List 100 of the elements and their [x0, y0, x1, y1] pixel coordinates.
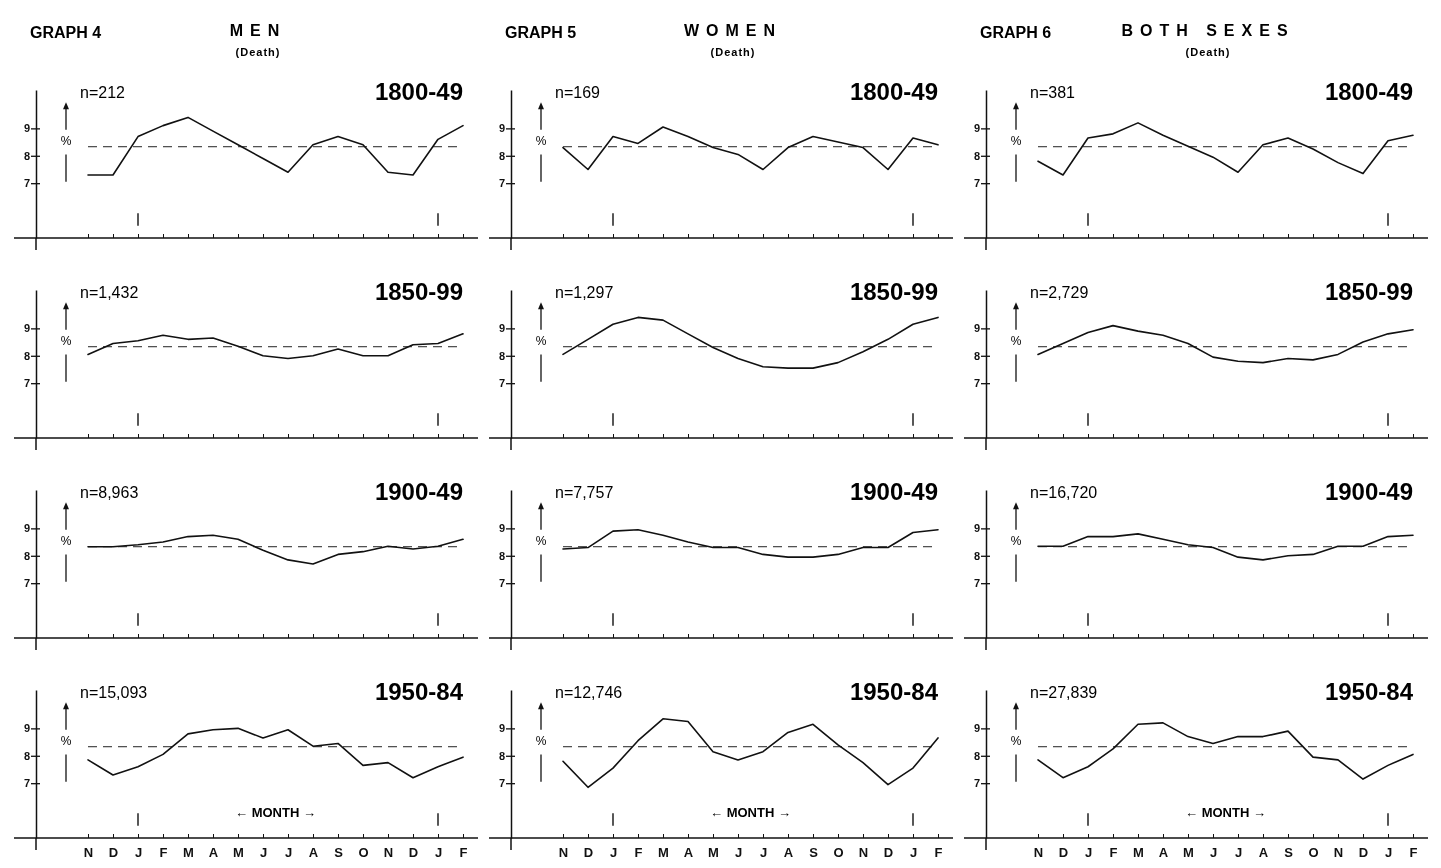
- y-tick-label: 9: [973, 522, 980, 535]
- x-tick-label: F: [159, 845, 168, 861]
- x-tick-label: D: [883, 845, 894, 861]
- annotation: n=1,432: [80, 284, 139, 301]
- y-tick-label: 8: [23, 749, 30, 762]
- annotation: n=16,720: [1030, 484, 1098, 501]
- annotation: n=381: [1030, 84, 1076, 101]
- line-series: [562, 316, 939, 369]
- chart-title: 1950-84: [1324, 678, 1414, 705]
- y-tick-label: 7: [973, 377, 980, 390]
- line-series: [562, 126, 939, 171]
- y-tick-label: 8: [973, 149, 980, 162]
- line-series: [87, 727, 464, 779]
- y-axis-title: %: [535, 333, 547, 348]
- chart-title: 1950-84: [849, 678, 939, 705]
- x-tick-label: O: [358, 845, 369, 861]
- x-tick-label: A: [683, 845, 694, 861]
- y-tick-label: 8: [973, 549, 980, 562]
- x-tick-label: M: [658, 845, 669, 861]
- x-tick-label: D: [408, 845, 419, 861]
- y-tick-label: 7: [498, 377, 505, 390]
- y-tick-label: 9: [498, 122, 505, 135]
- chart-title: 1850-99: [1324, 278, 1413, 305]
- y-tick-label: 8: [498, 149, 505, 162]
- text: BOTH SEXES: [1121, 22, 1295, 39]
- x-tick-label: J: [909, 845, 918, 861]
- x-tick-label: D: [583, 845, 594, 861]
- y-axis-title: %: [60, 333, 72, 348]
- text: WOMEN: [683, 22, 783, 39]
- line-series: [87, 333, 464, 360]
- y-tick-label: 8: [973, 749, 980, 762]
- chart-title: 1800-49: [1324, 78, 1413, 105]
- y-tick-label: 7: [23, 577, 30, 590]
- y-tick-label: 9: [23, 122, 30, 135]
- y-axis-title: %: [1010, 733, 1022, 748]
- y-tick-label: 9: [498, 322, 505, 335]
- x-tick-label: D: [1358, 845, 1369, 861]
- x-tick-label: M: [1183, 845, 1194, 861]
- text: (Death): [1185, 46, 1231, 58]
- y-axis-title: %: [535, 733, 547, 748]
- line-series: [1037, 324, 1414, 364]
- y-tick-label: 7: [23, 177, 30, 190]
- x-tick-label: M: [708, 845, 719, 861]
- text: MEN: [229, 22, 287, 39]
- x-tick-label: J: [1209, 845, 1218, 861]
- annotation: n=8,963: [80, 484, 139, 501]
- chart-title: 1850-99: [849, 278, 938, 305]
- caption: GRAPH 4: [30, 24, 102, 41]
- x-tick-label: F: [1409, 845, 1418, 861]
- chart-title: 1900-49: [374, 478, 463, 505]
- x-tick-label: J: [734, 845, 743, 861]
- x-tick-label: A: [1258, 845, 1269, 861]
- chart-title: 1900-49: [1324, 478, 1413, 505]
- y-tick-label: 8: [498, 349, 505, 362]
- x-tick-label: A: [208, 845, 219, 861]
- y-tick-label: 7: [973, 777, 980, 790]
- chart-title: 1950-84: [374, 678, 464, 705]
- line-series: [562, 717, 939, 789]
- y-tick-label: 9: [498, 722, 505, 735]
- text: (Death): [235, 46, 281, 58]
- chart-title: 1850-99: [374, 278, 463, 305]
- y-tick-label: 9: [498, 522, 505, 535]
- x-tick-label: J: [259, 845, 268, 861]
- x-tick-label: D: [108, 845, 119, 861]
- y-axis-title: %: [1010, 333, 1022, 348]
- y-axis-title: %: [60, 133, 72, 148]
- y-axis-title: %: [60, 733, 72, 748]
- y-axis-title: %: [60, 533, 72, 548]
- y-axis-title: %: [535, 533, 547, 548]
- y-tick-label: 7: [498, 577, 505, 590]
- caption: GRAPH 5: [505, 24, 577, 41]
- x-axis-title: ← MONTH →: [1185, 805, 1266, 821]
- y-axis-title: %: [1010, 533, 1022, 548]
- x-axis-title: ← MONTH →: [710, 805, 791, 821]
- x-axis-title: ← MONTH →: [235, 805, 316, 821]
- line-series: [1037, 122, 1414, 176]
- annotation: n=12,746: [555, 684, 623, 701]
- y-tick-label: 7: [23, 777, 30, 790]
- chart-title: 1900-49: [849, 478, 938, 505]
- annotation: n=2,729: [1030, 284, 1089, 301]
- y-tick-label: 8: [973, 349, 980, 362]
- x-tick-label: J: [284, 845, 293, 861]
- y-tick-label: 7: [973, 577, 980, 590]
- x-tick-label: A: [1158, 845, 1169, 861]
- x-tick-label: D: [1058, 845, 1069, 861]
- caption: GRAPH 6: [980, 24, 1052, 41]
- x-tick-label: J: [609, 845, 618, 861]
- line-series: [87, 534, 464, 565]
- line-series: [562, 528, 939, 558]
- x-tick-label: J: [759, 845, 768, 861]
- x-tick-label: J: [1084, 845, 1093, 861]
- x-tick-label: N: [1033, 845, 1044, 861]
- x-tick-label: J: [1384, 845, 1393, 861]
- line-series: [1037, 722, 1414, 780]
- x-tick-label: A: [783, 845, 794, 861]
- annotation: n=7,757: [555, 484, 614, 501]
- annotation: n=169: [555, 84, 601, 101]
- y-tick-label: 8: [498, 749, 505, 762]
- y-axis-title: %: [1010, 133, 1022, 148]
- y-tick-label: 8: [23, 149, 30, 162]
